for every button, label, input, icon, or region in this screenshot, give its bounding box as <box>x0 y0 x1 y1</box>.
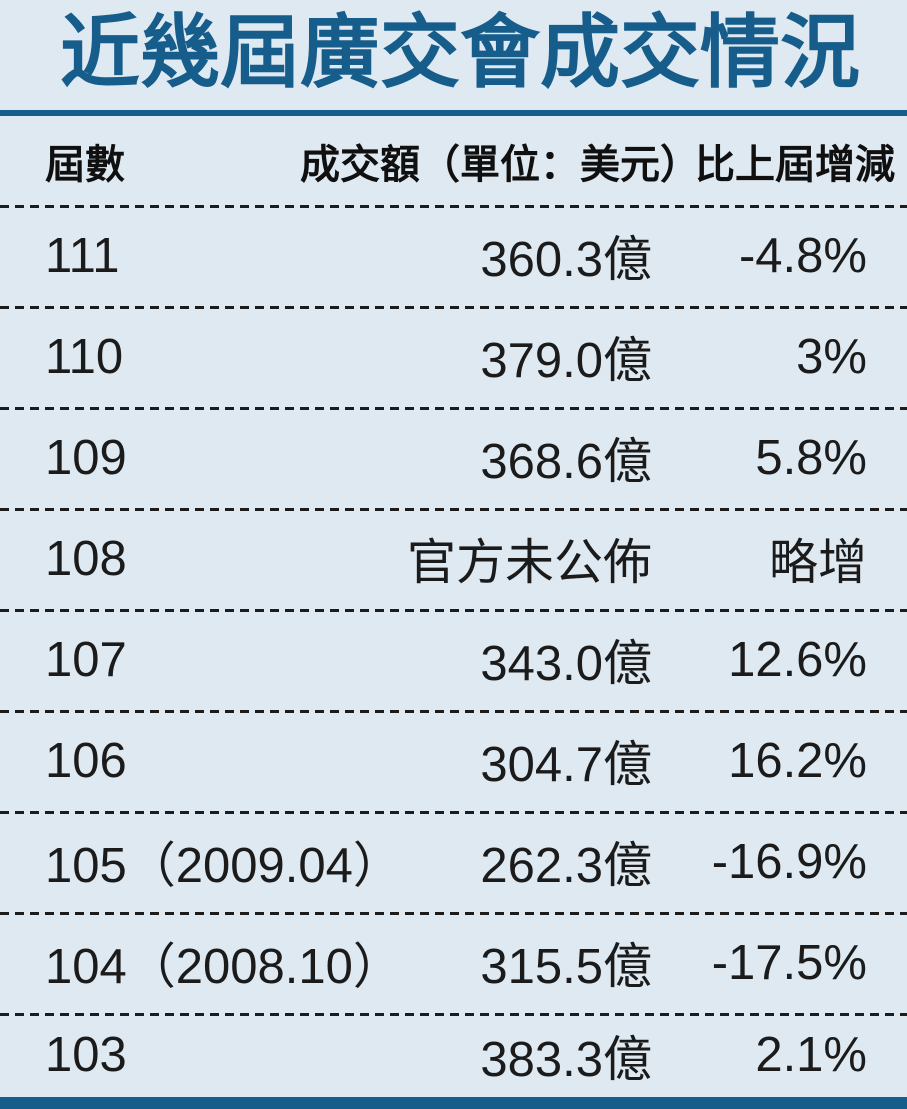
title-divider <box>0 110 907 116</box>
amount-cell: 368.6億 <box>480 435 652 489</box>
amount-cell: 360.3億 <box>480 233 652 287</box>
amount-cell: 379.0億 <box>480 334 652 388</box>
session-cell: 105（2009.04） <box>45 839 402 893</box>
amount-cell: 262.3億 <box>480 839 652 893</box>
page-title: 近幾屆廣交會成交情況 <box>60 8 860 97</box>
session-cell: 108 <box>45 531 127 586</box>
table-row: 107 343.0億 12.6% <box>0 609 907 710</box>
session-cell: 109 <box>45 430 127 485</box>
session-cell: 103 <box>45 1028 127 1082</box>
change-cell: 16.2% <box>728 733 867 788</box>
amount-cell: 343.0億 <box>480 637 652 691</box>
amount-cell: 383.3億 <box>480 1032 652 1087</box>
table-row: 108 官方未公佈 略增 <box>0 508 907 609</box>
change-cell: -4.8% <box>738 228 867 283</box>
header-amount: 成交額（單位：美元） <box>300 142 700 187</box>
header-session: 屆數 <box>45 142 125 187</box>
table-header-row: 屆數 成交額（單位：美元） 比上屆增減 <box>0 116 907 205</box>
change-cell: -16.9% <box>711 834 867 889</box>
change-cell: 3% <box>796 329 867 384</box>
table-row: 106 304.7億 16.2% <box>0 710 907 811</box>
change-cell: -17.5% <box>711 935 867 990</box>
amount-cell: 315.5億 <box>480 940 652 994</box>
table-row: 104（2008.10） 315.5億 -17.5% <box>0 912 907 1013</box>
results-table: 屆數 成交額（單位：美元） 比上屆增減 111 360.3億 -4.8% 110… <box>0 116 907 1097</box>
amount-cell: 304.7億 <box>480 738 652 792</box>
session-cell: 107 <box>45 632 127 687</box>
header-change: 比上屆增減 <box>695 142 895 187</box>
session-cell: 104（2008.10） <box>45 940 402 994</box>
change-cell: 12.6% <box>728 632 867 687</box>
table-row: 111 360.3億 -4.8% <box>0 205 907 306</box>
table-row: 109 368.6億 5.8% <box>0 407 907 508</box>
amount-cell: 官方未公佈 <box>406 536 652 590</box>
table-row: 103 383.3億 2.1% <box>0 1013 907 1097</box>
table-row: 110 379.0億 3% <box>0 306 907 407</box>
change-cell: 2.1% <box>755 1028 867 1082</box>
session-cell: 111 <box>45 228 120 283</box>
session-cell: 106 <box>45 733 127 788</box>
bottom-border-bar <box>0 1097 907 1109</box>
change-cell: 略增 <box>768 536 867 590</box>
table-row: 105（2009.04） 262.3億 -16.9% <box>0 811 907 912</box>
change-cell: 5.8% <box>755 430 867 485</box>
session-cell: 110 <box>45 329 124 384</box>
